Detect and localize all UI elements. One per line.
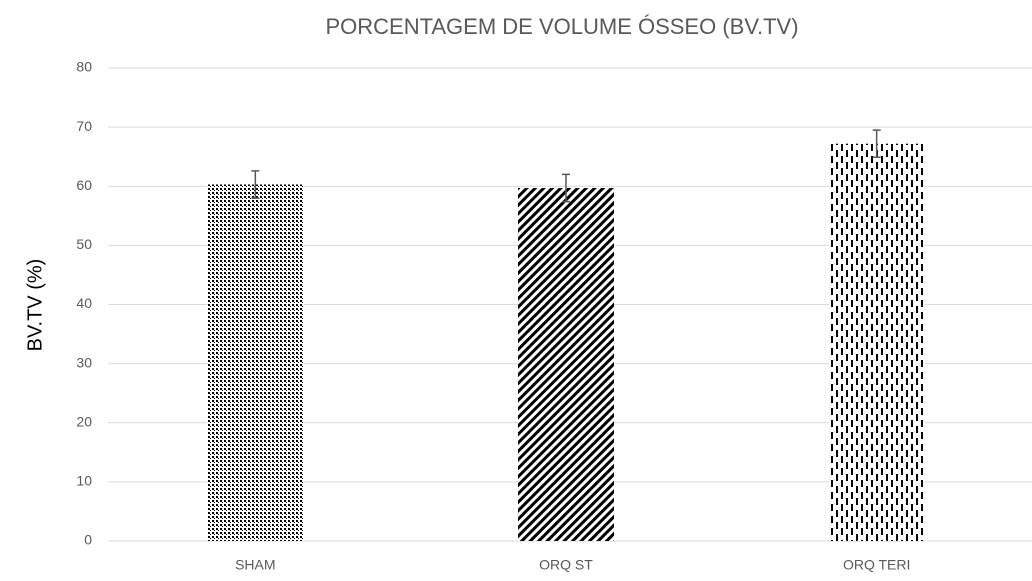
x-tick-label: ORQ ST [539, 557, 593, 573]
bar [207, 184, 304, 541]
y-tick-label: 40 [76, 295, 92, 311]
y-tick-label: 20 [76, 413, 92, 429]
y-tick-label: 70 [76, 118, 92, 134]
x-tick-label: ORQ TERI [843, 557, 910, 573]
bar [828, 143, 925, 541]
error-bar [562, 173, 570, 203]
y-tick-label: 30 [76, 354, 92, 370]
error-bar [251, 170, 260, 199]
chart-title: PORCENTAGEM DE VOLUME ÓSSEO (BV.TV) [325, 14, 798, 39]
bar [518, 188, 614, 541]
error-bar [872, 129, 881, 159]
y-tick-label: 80 [76, 59, 92, 75]
y-tick-label: 0 [84, 532, 92, 548]
y-tick-label: 10 [76, 473, 92, 489]
y-tick-label: 60 [76, 177, 92, 193]
x-tick-label: SHAM [235, 557, 275, 573]
y-tick-label: 50 [76, 236, 92, 252]
y-axis-label: BV.TV (%) [24, 259, 46, 352]
